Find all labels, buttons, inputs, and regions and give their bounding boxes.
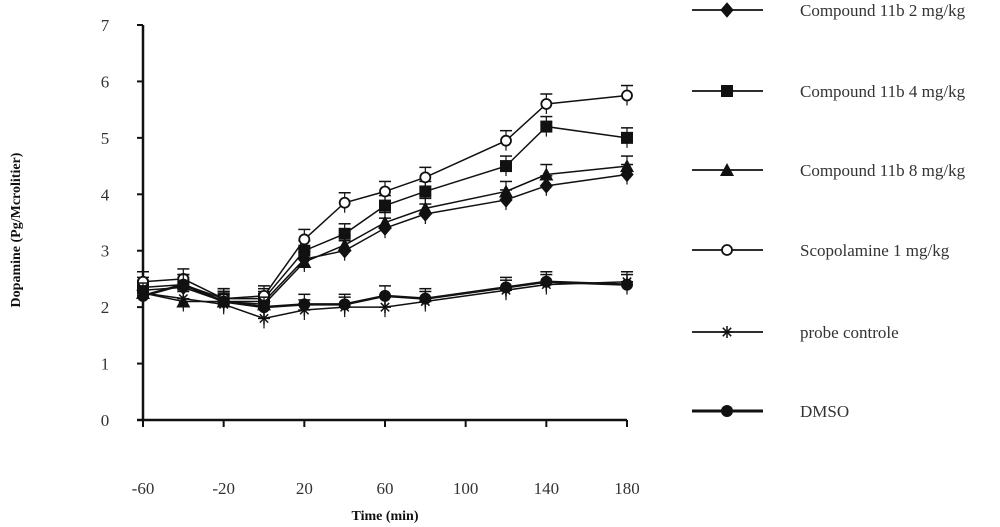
legend-label: Scopolamine 1 mg/kg <box>800 241 950 260</box>
data-point <box>298 298 311 311</box>
legend-item: Compound 11b 8 mg/kg <box>692 161 966 180</box>
legend-label: DMSO <box>800 402 849 421</box>
x-tick-label: 20 <box>296 479 313 498</box>
data-point <box>721 85 733 97</box>
data-point <box>419 171 432 184</box>
data-point <box>620 159 634 173</box>
legend-label: Compound 11b 4 mg/kg <box>800 82 966 101</box>
data-point <box>258 312 270 325</box>
data-point <box>338 227 351 240</box>
series-5 <box>137 271 633 318</box>
data-point <box>540 275 553 288</box>
y-tick-label: 0 <box>101 411 110 430</box>
data-point <box>217 295 230 308</box>
data-point <box>298 233 311 246</box>
data-point <box>721 326 733 338</box>
x-axis-title: Time (min) <box>351 509 418 524</box>
x-tick-label: 180 <box>614 479 640 498</box>
x-tick-label: 100 <box>453 479 479 498</box>
legend-label: Compound 11b 8 mg/kg <box>800 161 966 180</box>
data-point <box>539 167 554 181</box>
legend-label: probe controle <box>800 323 899 342</box>
data-point <box>258 301 270 314</box>
data-point <box>338 196 351 209</box>
legend-item: probe controle <box>692 323 899 342</box>
data-point <box>621 278 633 291</box>
data-point <box>621 89 633 102</box>
data-point <box>379 199 391 212</box>
legend: Compound 11b 2 mg/kg Compound 11b 4 mg/kg… <box>692 1 966 421</box>
y-tick-label: 2 <box>101 298 110 317</box>
data-point <box>720 163 734 176</box>
data-point <box>500 160 512 173</box>
y-tick-label: 3 <box>101 242 110 261</box>
legend-item: Scopolamine 1 mg/kg <box>692 241 950 260</box>
data-point <box>721 405 733 417</box>
data-point <box>137 289 149 302</box>
y-tick-label: 5 <box>101 129 110 148</box>
series-3 <box>137 84 633 309</box>
data-point <box>177 278 190 291</box>
star-stroke <box>722 327 732 337</box>
data-point <box>500 281 512 294</box>
series-layer <box>136 84 634 329</box>
data-point <box>418 201 433 215</box>
data-point <box>379 185 391 198</box>
data-point <box>721 244 733 256</box>
legend-item: Compound 11b 4 mg/kg <box>692 82 966 101</box>
x-tick-label: -20 <box>212 479 235 498</box>
data-point <box>298 244 311 257</box>
data-point <box>499 184 513 198</box>
y-tick-label: 7 <box>101 16 110 35</box>
data-point <box>378 215 392 229</box>
legend-item: DMSO <box>692 402 849 421</box>
y-tick-label: 6 <box>101 72 110 91</box>
data-point <box>539 178 553 194</box>
x-tick-label: 60 <box>377 479 394 498</box>
legend-label: Compound 11b 2 mg/kg <box>800 1 966 20</box>
data-point <box>540 98 553 110</box>
data-point <box>379 289 391 302</box>
legend-item: Compound 11b 2 mg/kg <box>692 1 966 20</box>
data-point <box>500 134 512 147</box>
star-stroke <box>259 313 269 324</box>
data-point <box>419 292 432 305</box>
x-tick-label: -60 <box>132 479 155 498</box>
y-axis-title: Dopamine (Pg/Mcrolitier) <box>9 152 24 307</box>
y-tick-label: 4 <box>101 185 110 204</box>
data-point <box>297 255 312 268</box>
y-tick-label: 1 <box>101 355 110 374</box>
data-point <box>337 238 352 252</box>
star-stroke <box>178 293 189 304</box>
data-point <box>338 298 351 311</box>
data-point <box>177 292 190 305</box>
data-point <box>419 185 432 198</box>
star-stroke <box>380 302 390 312</box>
data-point <box>540 120 553 133</box>
axes: 0 1 2 3 4 5 6 7 -60 -20 20 60 100 140 180 <box>101 16 640 498</box>
x-tick-label: 140 <box>534 479 560 498</box>
data-point <box>720 2 734 18</box>
data-point <box>621 131 633 144</box>
